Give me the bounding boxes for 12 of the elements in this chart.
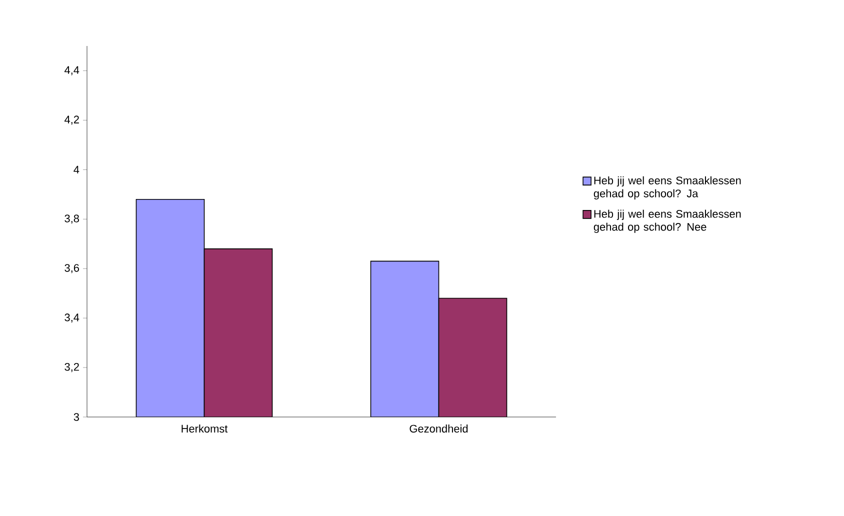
y-tick-label: 4,4 (64, 66, 80, 76)
legend-label: Heb jij wel eens Smaaklessen gehad op school? Nee (594, 210, 741, 233)
y-tick-label: 4,2 (64, 116, 79, 125)
y-tick-label: 3,6 (64, 264, 79, 274)
legend-label: Heb jij wel eens Smaaklessen gehad op school? Ja (594, 176, 741, 200)
y-tick-label: 3,4 (64, 314, 80, 323)
y-tick-label: 4 (74, 166, 80, 174)
y-tick-label: 3,2 (64, 363, 79, 372)
y-tick-label: 3 (74, 413, 79, 421)
y-tick-label: 3,8 (64, 214, 79, 224)
x-tick-label: Gezondheid (410, 424, 468, 433)
x-tick-label: Herkomst (182, 424, 228, 433)
